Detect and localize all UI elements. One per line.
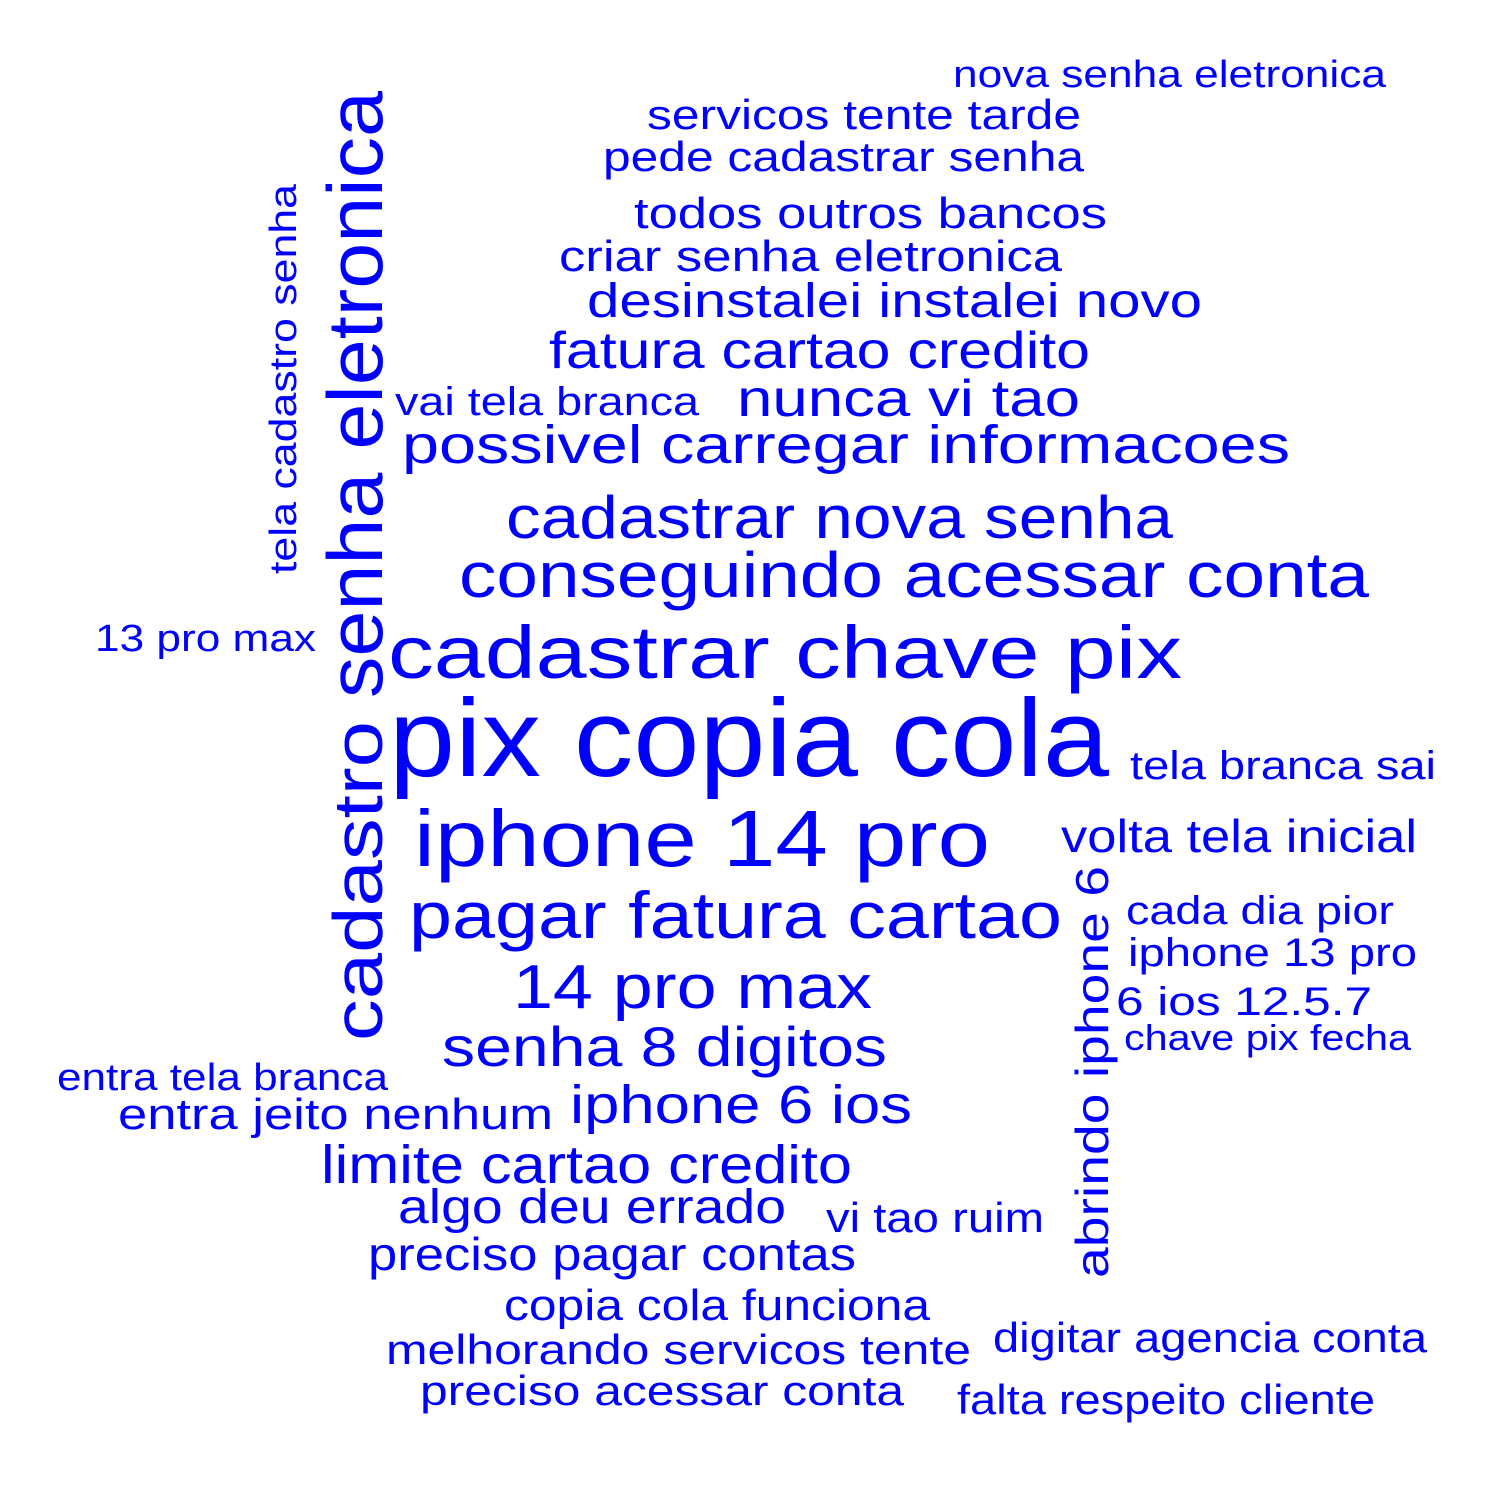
- phrase-nova-senha-eletronica: nova senha eletronica: [953, 54, 1387, 96]
- phrase-volta-tela-inicial: volta tela inicial: [1061, 810, 1417, 862]
- phrase-copia-cola-funciona: copia cola funciona: [504, 1281, 931, 1330]
- phrase-cadastro: cadastro: [319, 721, 397, 1041]
- phrase-vi-tao-ruim: vi tao ruim: [826, 1194, 1044, 1241]
- phrase-6-ios-12-5-7: 6 ios 12.5.7: [1116, 980, 1372, 1024]
- phrase-senha-8-digitos: senha 8 digitos: [442, 1015, 887, 1078]
- phrase-abrindo-iphone-6: abrindo iphone 6: [1066, 866, 1118, 1278]
- phrase-entra-tela-branca: entra tela branca: [57, 1057, 389, 1099]
- phrase-tela-branca-sai: tela branca sai: [1130, 744, 1436, 788]
- phrase-nunca-vi-tao: nunca vi tao: [737, 370, 1080, 428]
- phrase-cadastrar-nova-senha: cadastrar nova senha: [506, 484, 1174, 551]
- phrase-falta-respeito-cliente: falta respeito cliente: [957, 1376, 1375, 1423]
- phrase-vai-tela-branca: vai tela branca: [395, 380, 700, 424]
- phrase-chave-pix-fecha: chave pix fecha: [1124, 1017, 1412, 1058]
- phrase-cada-dia-pior: cada dia pior: [1126, 889, 1394, 933]
- phrase-fatura-cartao-credito: fatura cartao credito: [549, 322, 1090, 380]
- phrase-13-pro-max: 13 pro max: [95, 618, 316, 660]
- phrase-preciso-acessar-conta: preciso acessar conta: [420, 1367, 905, 1414]
- phrase-melhorando-servicos-tente: melhorando servicos tente: [386, 1326, 971, 1373]
- phrase-entra-jeito-nenhum: entra jeito nenhum: [118, 1090, 553, 1139]
- phrase-iphone-13-pro: iphone 13 pro: [1128, 931, 1417, 975]
- phrase-pede-cadastrar-senha: pede cadastrar senha: [603, 133, 1085, 180]
- phrase-todos-outros-bancos: todos outros bancos: [634, 189, 1107, 238]
- phrase-algo-deu-errado: algo deu errado: [398, 1181, 786, 1234]
- phrase-cadastrar-chave-pix: cadastrar chave pix: [388, 611, 1182, 694]
- phrase-14-pro-max: 14 pro max: [513, 953, 872, 1022]
- phrase-iphone-14-pro: iphone 14 pro: [414, 794, 990, 883]
- phrase-criar-senha-eletronica: criar senha eletronica: [559, 232, 1063, 281]
- phrase-possivel-carregar-informacoes: possivel carregar informacoes: [402, 415, 1290, 475]
- phrase-pagar-fatura-cartao: pagar fatura cartao: [409, 878, 1062, 952]
- phrase-digitar-agencia-conta: digitar agencia conta: [993, 1314, 1428, 1361]
- phrase-tela-cadastro-senha: tela cadastro senha: [263, 183, 305, 574]
- phrase-pix-copia-cola: pix copia cola: [389, 677, 1110, 800]
- phrase-servicos-tente-tarde: servicos tente tarde: [647, 91, 1081, 138]
- phrase-iphone-6-ios: iphone 6 ios: [570, 1075, 912, 1135]
- phrase-limite-cartao-credito: limite cartao credito: [321, 1135, 852, 1195]
- phrase-conseguindo-acessar-conta: conseguindo acessar conta: [459, 539, 1369, 611]
- phrase-senha-eletronica: senha eletronica: [311, 90, 399, 698]
- phrase-preciso-pagar-contas: preciso pagar contas: [368, 1228, 856, 1280]
- phrase-desinstalei-instalei-novo: desinstalei instalei novo: [587, 275, 1202, 328]
